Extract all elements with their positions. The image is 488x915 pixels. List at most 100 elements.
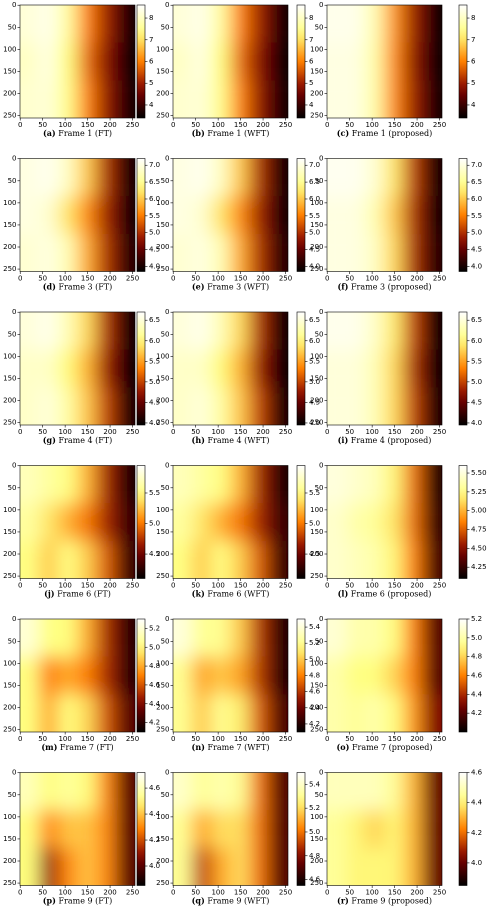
heatmap-cell [192, 694, 212, 732]
colorbar-tick-label: 4.2 [309, 720, 320, 728]
colorbar [296, 4, 306, 119]
colorbar-tick-label: 5.0 [471, 634, 482, 642]
heatmap-cell [39, 349, 59, 388]
heatmap-cell [346, 42, 366, 81]
x-tick-label: 250 [433, 428, 446, 436]
y-tick-label: 250 [3, 419, 16, 427]
y-tick-label: 100 [156, 352, 169, 360]
heatmap-cell [39, 772, 59, 811]
heatmap-cell [384, 349, 404, 388]
y-tick-label: 200 [310, 857, 323, 865]
heatmap-cell [20, 196, 40, 234]
y-tick-label: 50 [315, 177, 324, 185]
axes-frame [19, 158, 136, 272]
y-tick-label: 0 [319, 615, 323, 623]
heatmap-cells [173, 312, 288, 425]
heatmap-cell [211, 503, 231, 541]
x-tick-label: 150 [388, 735, 401, 743]
axes-frame [326, 618, 443, 733]
caption-text: Frame 4 (proposed) [351, 436, 432, 445]
heatmap-cell [39, 656, 59, 695]
colorbar-tick-label: 5.0 [309, 378, 320, 386]
x-tick-label: 150 [234, 582, 247, 590]
y-tick-label: 200 [3, 243, 16, 251]
colorbar-tick-label: 4 [149, 101, 154, 109]
caption-label: (q) [192, 896, 205, 906]
caption-label: (r) [337, 896, 349, 906]
heatmap-cell [384, 694, 404, 732]
heatmap-cell [268, 772, 288, 811]
y-tick-label: 200 [310, 550, 323, 558]
y-tick-label: 150 [310, 374, 323, 382]
heatmap [20, 5, 135, 118]
heatmap-cell [365, 80, 385, 118]
heatmap-cell [211, 465, 231, 504]
x-tick-label: 0 [18, 428, 22, 436]
heatmap [20, 158, 135, 272]
heatmap-cell [365, 5, 385, 43]
colorbar-tick-label: 6 [309, 58, 314, 66]
y-tick-label: 250 [310, 419, 323, 427]
x-tick-label: 100 [365, 889, 378, 897]
heatmap-cell [173, 387, 193, 425]
x-tick-label: 250 [126, 275, 139, 283]
y-tick-label: 150 [3, 835, 16, 843]
caption: (o) Frame 7 (proposed) [337, 742, 433, 752]
y-tick-label: 100 [156, 813, 169, 821]
colorbar-tick-label: 4.6 [309, 688, 321, 696]
y-tick-label: 250 [156, 572, 169, 580]
heatmap-cell [211, 540, 231, 579]
heatmap-cell [115, 810, 135, 848]
heatmap-cell [422, 694, 442, 732]
heatmap-cell [77, 540, 97, 579]
x-tick-label: 50 [38, 582, 47, 590]
heatmap-cell [327, 656, 347, 695]
heatmap-cell [365, 810, 385, 848]
heatmap-cell [384, 233, 404, 272]
heatmap-cell [58, 80, 78, 118]
x-tick-label: 250 [126, 121, 139, 129]
colorbar [458, 772, 468, 886]
x-tick-label: 150 [81, 428, 94, 436]
y-tick-label: 0 [12, 462, 16, 470]
heatmap-cell [230, 503, 250, 541]
heatmap-cell [403, 387, 423, 425]
heatmap-cell [192, 656, 212, 695]
heatmap-cell [422, 772, 442, 811]
heatmap-cell [77, 196, 97, 234]
y-tick-label: 50 [161, 23, 170, 31]
heatmap-cell [96, 233, 116, 272]
heatmap-cell [173, 80, 193, 118]
colorbar-tick-label: 7.0 [149, 161, 160, 169]
x-tick-label: 250 [279, 428, 292, 436]
heatmap-cell [39, 233, 59, 272]
heatmap [173, 619, 288, 732]
heatmap-cell [96, 158, 116, 197]
colorbar-tick-label: 6.5 [149, 178, 160, 186]
colorbar-tick-label: 4.8 [471, 653, 482, 661]
heatmap-cell [96, 196, 116, 234]
heatmap-cell [365, 503, 385, 541]
caption: (e) Frame 3 (WFT) [192, 282, 269, 292]
colorbar-tick-label: 4.4 [309, 704, 321, 712]
y-tick-label: 0 [319, 769, 323, 777]
y-tick-label: 100 [310, 45, 323, 53]
y-tick-label: 150 [3, 221, 16, 229]
heatmap-cell [211, 847, 231, 886]
x-tick-label: 50 [345, 582, 354, 590]
heatmap-cell [327, 847, 347, 886]
heatmap-cell [422, 196, 442, 234]
colorbar-tick-label: 4.5 [471, 246, 482, 254]
heatmap-cell [39, 465, 59, 504]
caption-label: (c) [337, 128, 350, 138]
heatmap [327, 619, 442, 732]
heatmap-cell [115, 42, 135, 81]
y-tick-label: 100 [156, 659, 169, 667]
colorbar-tick-label: 4.2 [149, 719, 160, 727]
heatmap-cell [96, 349, 116, 388]
y-tick-label: 100 [310, 659, 323, 667]
colorbar-tick-label: 4.0 [471, 262, 482, 270]
heatmap-cell [39, 503, 59, 541]
x-tick-label: 250 [433, 735, 446, 743]
caption: (b) Frame 1 (WFT) [192, 128, 270, 138]
